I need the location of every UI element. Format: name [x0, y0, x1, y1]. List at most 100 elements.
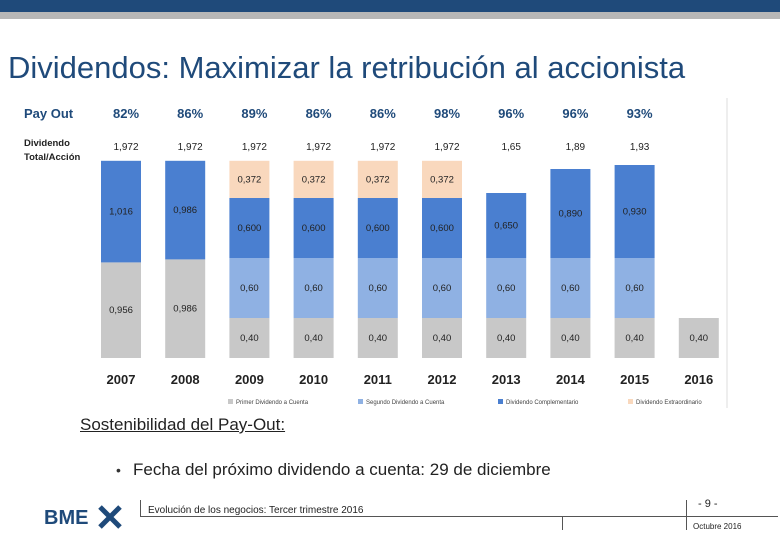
bar-value-label: 0,60 — [369, 283, 388, 294]
bar-value-label: 0,372 — [430, 174, 454, 185]
bar-segment — [165, 259, 206, 358]
bar-segment — [357, 318, 398, 358]
bar-value-label: 0,600 — [302, 223, 326, 234]
bar-value-label: 0,60 — [497, 283, 516, 294]
payout-label: 93% — [627, 106, 653, 121]
bar-segment — [293, 160, 334, 198]
total-label: 1,89 — [566, 142, 586, 153]
bullet-text: Fecha del próximo dividendo a cuenta: 29… — [133, 460, 551, 479]
category-label: 2008 — [171, 372, 200, 387]
payout-label: 98% — [434, 106, 460, 121]
bar-segment — [229, 198, 270, 258]
bme-logo: BME — [44, 505, 122, 529]
bar-segment — [550, 318, 591, 358]
bar-value-label: 0,600 — [238, 223, 262, 234]
bar-segment — [293, 198, 334, 258]
bar-value-label: 0,650 — [494, 221, 518, 232]
total-row-label-line1: Dividendo — [24, 138, 70, 149]
bar-value-label: 0,890 — [559, 209, 583, 220]
footer-divider-right — [686, 500, 687, 530]
legend-label: Dividendo Complementario — [506, 400, 579, 406]
bar-segment — [165, 160, 206, 260]
bar-value-label: 0,60 — [625, 283, 644, 294]
total-label: 1,972 — [242, 142, 267, 153]
footer-divider-mid — [562, 516, 563, 530]
category-label: 2016 — [684, 372, 713, 387]
payout-label: 96% — [498, 106, 524, 121]
category-label: 2013 — [492, 372, 521, 387]
top-bar — [0, 0, 780, 12]
bar-value-label: 0,60 — [561, 283, 580, 294]
legend-swatch — [498, 399, 503, 404]
bar-segment — [357, 258, 398, 318]
bar-value-label: 0,40 — [304, 333, 323, 344]
total-label: 1,972 — [178, 142, 203, 153]
footer-divider-left — [140, 500, 141, 516]
bar-value-label: 0,986 — [173, 304, 197, 315]
bar-value-label: 0,930 — [623, 207, 647, 218]
bar-segment — [293, 318, 334, 358]
bullet-marker: • — [116, 462, 121, 478]
bar-value-label: 0,40 — [690, 333, 709, 344]
payout-label: 89% — [241, 106, 267, 121]
bar-value-label: 0,60 — [433, 283, 452, 294]
bar-value-label: 0,60 — [240, 283, 259, 294]
footer-date: Octubre 2016 — [693, 522, 742, 531]
bar-segment — [550, 258, 591, 318]
bar-segment — [357, 160, 398, 198]
bar-value-label: 0,40 — [561, 333, 580, 344]
bar-segment — [678, 318, 719, 358]
bar-value-label: 0,40 — [369, 333, 388, 344]
category-label: 2014 — [556, 372, 586, 387]
total-row-label-line2: Total/Acción — [24, 152, 80, 163]
bar-value-label: 0,600 — [366, 223, 390, 234]
bar-segment — [357, 198, 398, 258]
bar-value-label: 0,40 — [240, 333, 259, 344]
footer-rule — [140, 516, 778, 517]
bar-segment — [229, 318, 270, 358]
legend-swatch — [628, 399, 633, 404]
category-label: 2015 — [620, 372, 649, 387]
payout-label: 86% — [370, 106, 396, 121]
total-label: 1,65 — [501, 142, 521, 153]
bar-value-label: 0,40 — [433, 333, 452, 344]
legend-label: Segundo Dividendo a Cuenta — [366, 400, 445, 406]
legend-swatch — [358, 399, 363, 404]
bar-segment — [614, 258, 655, 318]
category-label: 2009 — [235, 372, 264, 387]
bme-logo-text: BME — [44, 507, 88, 529]
bar-segment — [422, 318, 462, 358]
category-label: 2012 — [428, 372, 457, 387]
bar-value-label: 0,372 — [238, 174, 262, 185]
category-label: 2011 — [364, 372, 392, 387]
bar-value-label: 0,372 — [366, 174, 390, 185]
footer-text: Evolución de los negocios: Tercer trimes… — [148, 505, 364, 516]
total-label: 1,972 — [306, 142, 331, 153]
payout-label: 82% — [113, 106, 139, 121]
bar-segment — [422, 258, 462, 318]
bar-value-label: 0,986 — [173, 205, 197, 216]
bar-value-label: 0,600 — [430, 223, 454, 234]
top-bar-accent — [0, 12, 780, 19]
bar-segment — [293, 258, 334, 318]
bar-segment — [229, 160, 270, 198]
bar-segment — [422, 160, 462, 198]
dividend-chart: Pay Out Dividendo Total/Acción 82% 1,972 0,95… — [24, 98, 728, 408]
bar-value-label: 0,60 — [304, 283, 323, 294]
payout-label: 86% — [306, 106, 332, 121]
total-label: 1,972 — [113, 142, 138, 153]
total-label: 1,972 — [434, 142, 459, 153]
bar-segment — [486, 318, 527, 358]
category-label: 2010 — [299, 372, 328, 387]
bar-segment — [422, 198, 462, 258]
logo-x-icon — [98, 505, 122, 529]
total-label: 1,972 — [370, 142, 395, 153]
bar-segment — [101, 160, 141, 263]
bar-segment — [550, 169, 591, 258]
bar-value-label: 1,016 — [109, 207, 133, 218]
bar-value-label: 0,372 — [302, 174, 326, 185]
page-number: - 9 - — [698, 498, 718, 510]
total-label: 1,93 — [630, 142, 650, 153]
bar-value-label: 0,40 — [497, 333, 516, 344]
bar-segment — [101, 262, 141, 358]
